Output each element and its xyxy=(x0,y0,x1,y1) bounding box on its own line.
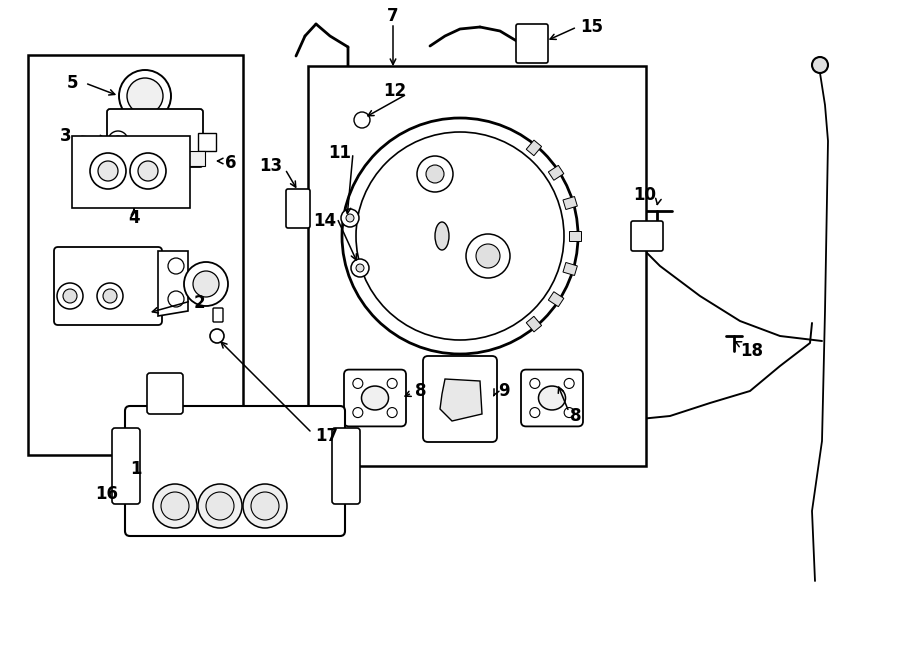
Text: 17: 17 xyxy=(315,427,338,445)
Circle shape xyxy=(118,479,132,493)
Circle shape xyxy=(198,484,242,528)
Bar xyxy=(185,151,205,166)
Polygon shape xyxy=(526,316,542,332)
FancyBboxPatch shape xyxy=(423,356,497,442)
Text: 14: 14 xyxy=(313,212,337,230)
FancyBboxPatch shape xyxy=(54,247,162,325)
Circle shape xyxy=(387,379,397,389)
Text: 6: 6 xyxy=(225,154,237,172)
Circle shape xyxy=(138,161,158,181)
Circle shape xyxy=(426,165,444,183)
Text: 10: 10 xyxy=(634,186,656,204)
Circle shape xyxy=(338,479,352,493)
Text: 16: 16 xyxy=(95,485,118,503)
FancyBboxPatch shape xyxy=(631,221,663,251)
FancyBboxPatch shape xyxy=(107,109,203,167)
Text: 15: 15 xyxy=(580,18,603,36)
Circle shape xyxy=(57,283,83,309)
Circle shape xyxy=(353,379,363,389)
FancyBboxPatch shape xyxy=(344,369,406,426)
Bar xyxy=(28,55,243,455)
Text: 3: 3 xyxy=(60,127,72,145)
Circle shape xyxy=(158,379,172,393)
FancyBboxPatch shape xyxy=(332,428,360,504)
Circle shape xyxy=(356,132,564,340)
Circle shape xyxy=(251,492,279,520)
Circle shape xyxy=(161,492,189,520)
Ellipse shape xyxy=(538,386,565,410)
Circle shape xyxy=(341,209,359,227)
Circle shape xyxy=(354,112,370,128)
Circle shape xyxy=(153,484,197,528)
Circle shape xyxy=(417,156,453,192)
Bar xyxy=(198,133,216,151)
FancyBboxPatch shape xyxy=(516,24,548,63)
FancyBboxPatch shape xyxy=(147,373,183,414)
FancyBboxPatch shape xyxy=(521,369,583,426)
Bar xyxy=(72,136,190,208)
Circle shape xyxy=(338,436,352,450)
Ellipse shape xyxy=(362,386,389,410)
Circle shape xyxy=(90,153,126,189)
Circle shape xyxy=(466,234,510,278)
Circle shape xyxy=(168,291,184,307)
Circle shape xyxy=(127,78,163,114)
Text: 9: 9 xyxy=(498,382,509,400)
Circle shape xyxy=(564,379,574,389)
Circle shape xyxy=(351,259,369,277)
Polygon shape xyxy=(563,196,578,210)
Circle shape xyxy=(97,283,123,309)
Circle shape xyxy=(184,262,228,306)
Circle shape xyxy=(356,264,364,272)
Text: 1: 1 xyxy=(130,460,142,478)
Polygon shape xyxy=(440,379,482,421)
Circle shape xyxy=(530,408,540,418)
Circle shape xyxy=(210,329,224,343)
Polygon shape xyxy=(548,292,563,307)
Circle shape xyxy=(564,408,574,418)
Bar xyxy=(308,66,646,466)
Circle shape xyxy=(63,289,77,303)
Text: 4: 4 xyxy=(128,209,140,227)
Text: 5: 5 xyxy=(67,74,77,92)
Ellipse shape xyxy=(435,222,449,250)
FancyBboxPatch shape xyxy=(286,189,310,228)
Circle shape xyxy=(103,289,117,303)
Circle shape xyxy=(193,271,219,297)
Circle shape xyxy=(346,214,354,222)
Polygon shape xyxy=(563,262,578,276)
Circle shape xyxy=(476,244,500,268)
Circle shape xyxy=(206,492,234,520)
FancyBboxPatch shape xyxy=(213,308,223,322)
Circle shape xyxy=(168,258,184,274)
Polygon shape xyxy=(158,251,188,316)
Circle shape xyxy=(118,436,132,450)
Text: 7: 7 xyxy=(387,7,399,25)
FancyBboxPatch shape xyxy=(125,406,345,536)
Polygon shape xyxy=(526,140,542,156)
Circle shape xyxy=(342,118,578,354)
Circle shape xyxy=(108,131,128,151)
Text: 13: 13 xyxy=(259,157,282,175)
Circle shape xyxy=(113,136,123,146)
Polygon shape xyxy=(548,165,563,180)
Text: 11: 11 xyxy=(328,144,352,162)
Text: 8: 8 xyxy=(415,382,427,400)
Circle shape xyxy=(353,408,363,418)
Text: 18: 18 xyxy=(740,342,763,360)
Circle shape xyxy=(119,70,171,122)
Polygon shape xyxy=(569,231,581,241)
FancyBboxPatch shape xyxy=(112,428,140,504)
Circle shape xyxy=(812,57,828,73)
Circle shape xyxy=(530,379,540,389)
Text: 8: 8 xyxy=(570,407,581,425)
Circle shape xyxy=(98,161,118,181)
Text: 2: 2 xyxy=(194,294,205,312)
Text: 12: 12 xyxy=(383,82,407,100)
Circle shape xyxy=(130,153,166,189)
Circle shape xyxy=(243,484,287,528)
Circle shape xyxy=(387,408,397,418)
